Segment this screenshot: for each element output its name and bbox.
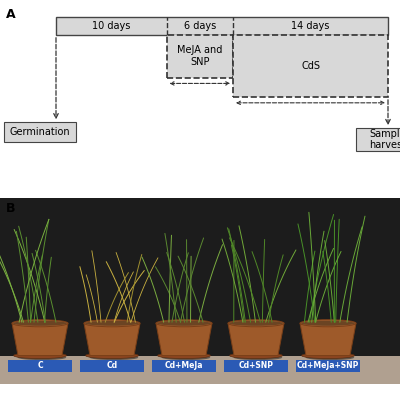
- Ellipse shape: [158, 352, 210, 358]
- Text: MeJA and
SNP: MeJA and SNP: [177, 46, 222, 67]
- Text: Sample
harvest: Sample harvest: [370, 129, 400, 150]
- Bar: [356, 128, 400, 151]
- Polygon shape: [12, 323, 68, 356]
- Bar: [8, 360, 72, 372]
- Bar: [0, 356, 400, 384]
- Text: Cd+SNP: Cd+SNP: [238, 361, 274, 370]
- Ellipse shape: [18, 355, 66, 360]
- Text: CdS: CdS: [301, 61, 320, 71]
- Text: A: A: [6, 8, 16, 21]
- Bar: [167, 35, 233, 78]
- Text: Cd: Cd: [106, 361, 118, 370]
- Ellipse shape: [228, 320, 284, 327]
- Ellipse shape: [156, 320, 212, 327]
- Bar: [56, 18, 388, 35]
- Ellipse shape: [90, 355, 138, 360]
- Bar: [233, 35, 388, 97]
- Bar: [224, 360, 288, 372]
- Ellipse shape: [12, 320, 68, 327]
- Polygon shape: [228, 323, 284, 356]
- Text: Cd+MeJa+SNP: Cd+MeJa+SNP: [297, 361, 359, 370]
- Text: C: C: [37, 361, 43, 370]
- Polygon shape: [156, 323, 212, 356]
- Ellipse shape: [302, 352, 354, 358]
- Ellipse shape: [157, 321, 211, 326]
- Ellipse shape: [86, 352, 138, 358]
- Ellipse shape: [234, 355, 282, 360]
- Ellipse shape: [85, 321, 139, 326]
- Ellipse shape: [306, 355, 354, 360]
- Ellipse shape: [229, 321, 283, 326]
- Polygon shape: [84, 323, 140, 356]
- Bar: [152, 360, 216, 372]
- Text: Germination: Germination: [10, 127, 70, 137]
- Text: 14 days: 14 days: [291, 21, 330, 31]
- Ellipse shape: [14, 352, 66, 358]
- Polygon shape: [300, 323, 356, 356]
- Ellipse shape: [300, 320, 356, 327]
- Bar: [80, 360, 144, 372]
- Text: 10 days: 10 days: [92, 21, 130, 31]
- Text: Cd+MeJa: Cd+MeJa: [165, 361, 203, 370]
- Text: 6 days: 6 days: [184, 21, 216, 31]
- Text: B: B: [6, 202, 16, 215]
- Ellipse shape: [162, 355, 210, 360]
- Bar: [4, 122, 76, 142]
- Ellipse shape: [13, 321, 67, 326]
- Ellipse shape: [84, 320, 140, 327]
- Ellipse shape: [301, 321, 355, 326]
- Bar: [296, 360, 360, 372]
- Ellipse shape: [230, 352, 282, 358]
